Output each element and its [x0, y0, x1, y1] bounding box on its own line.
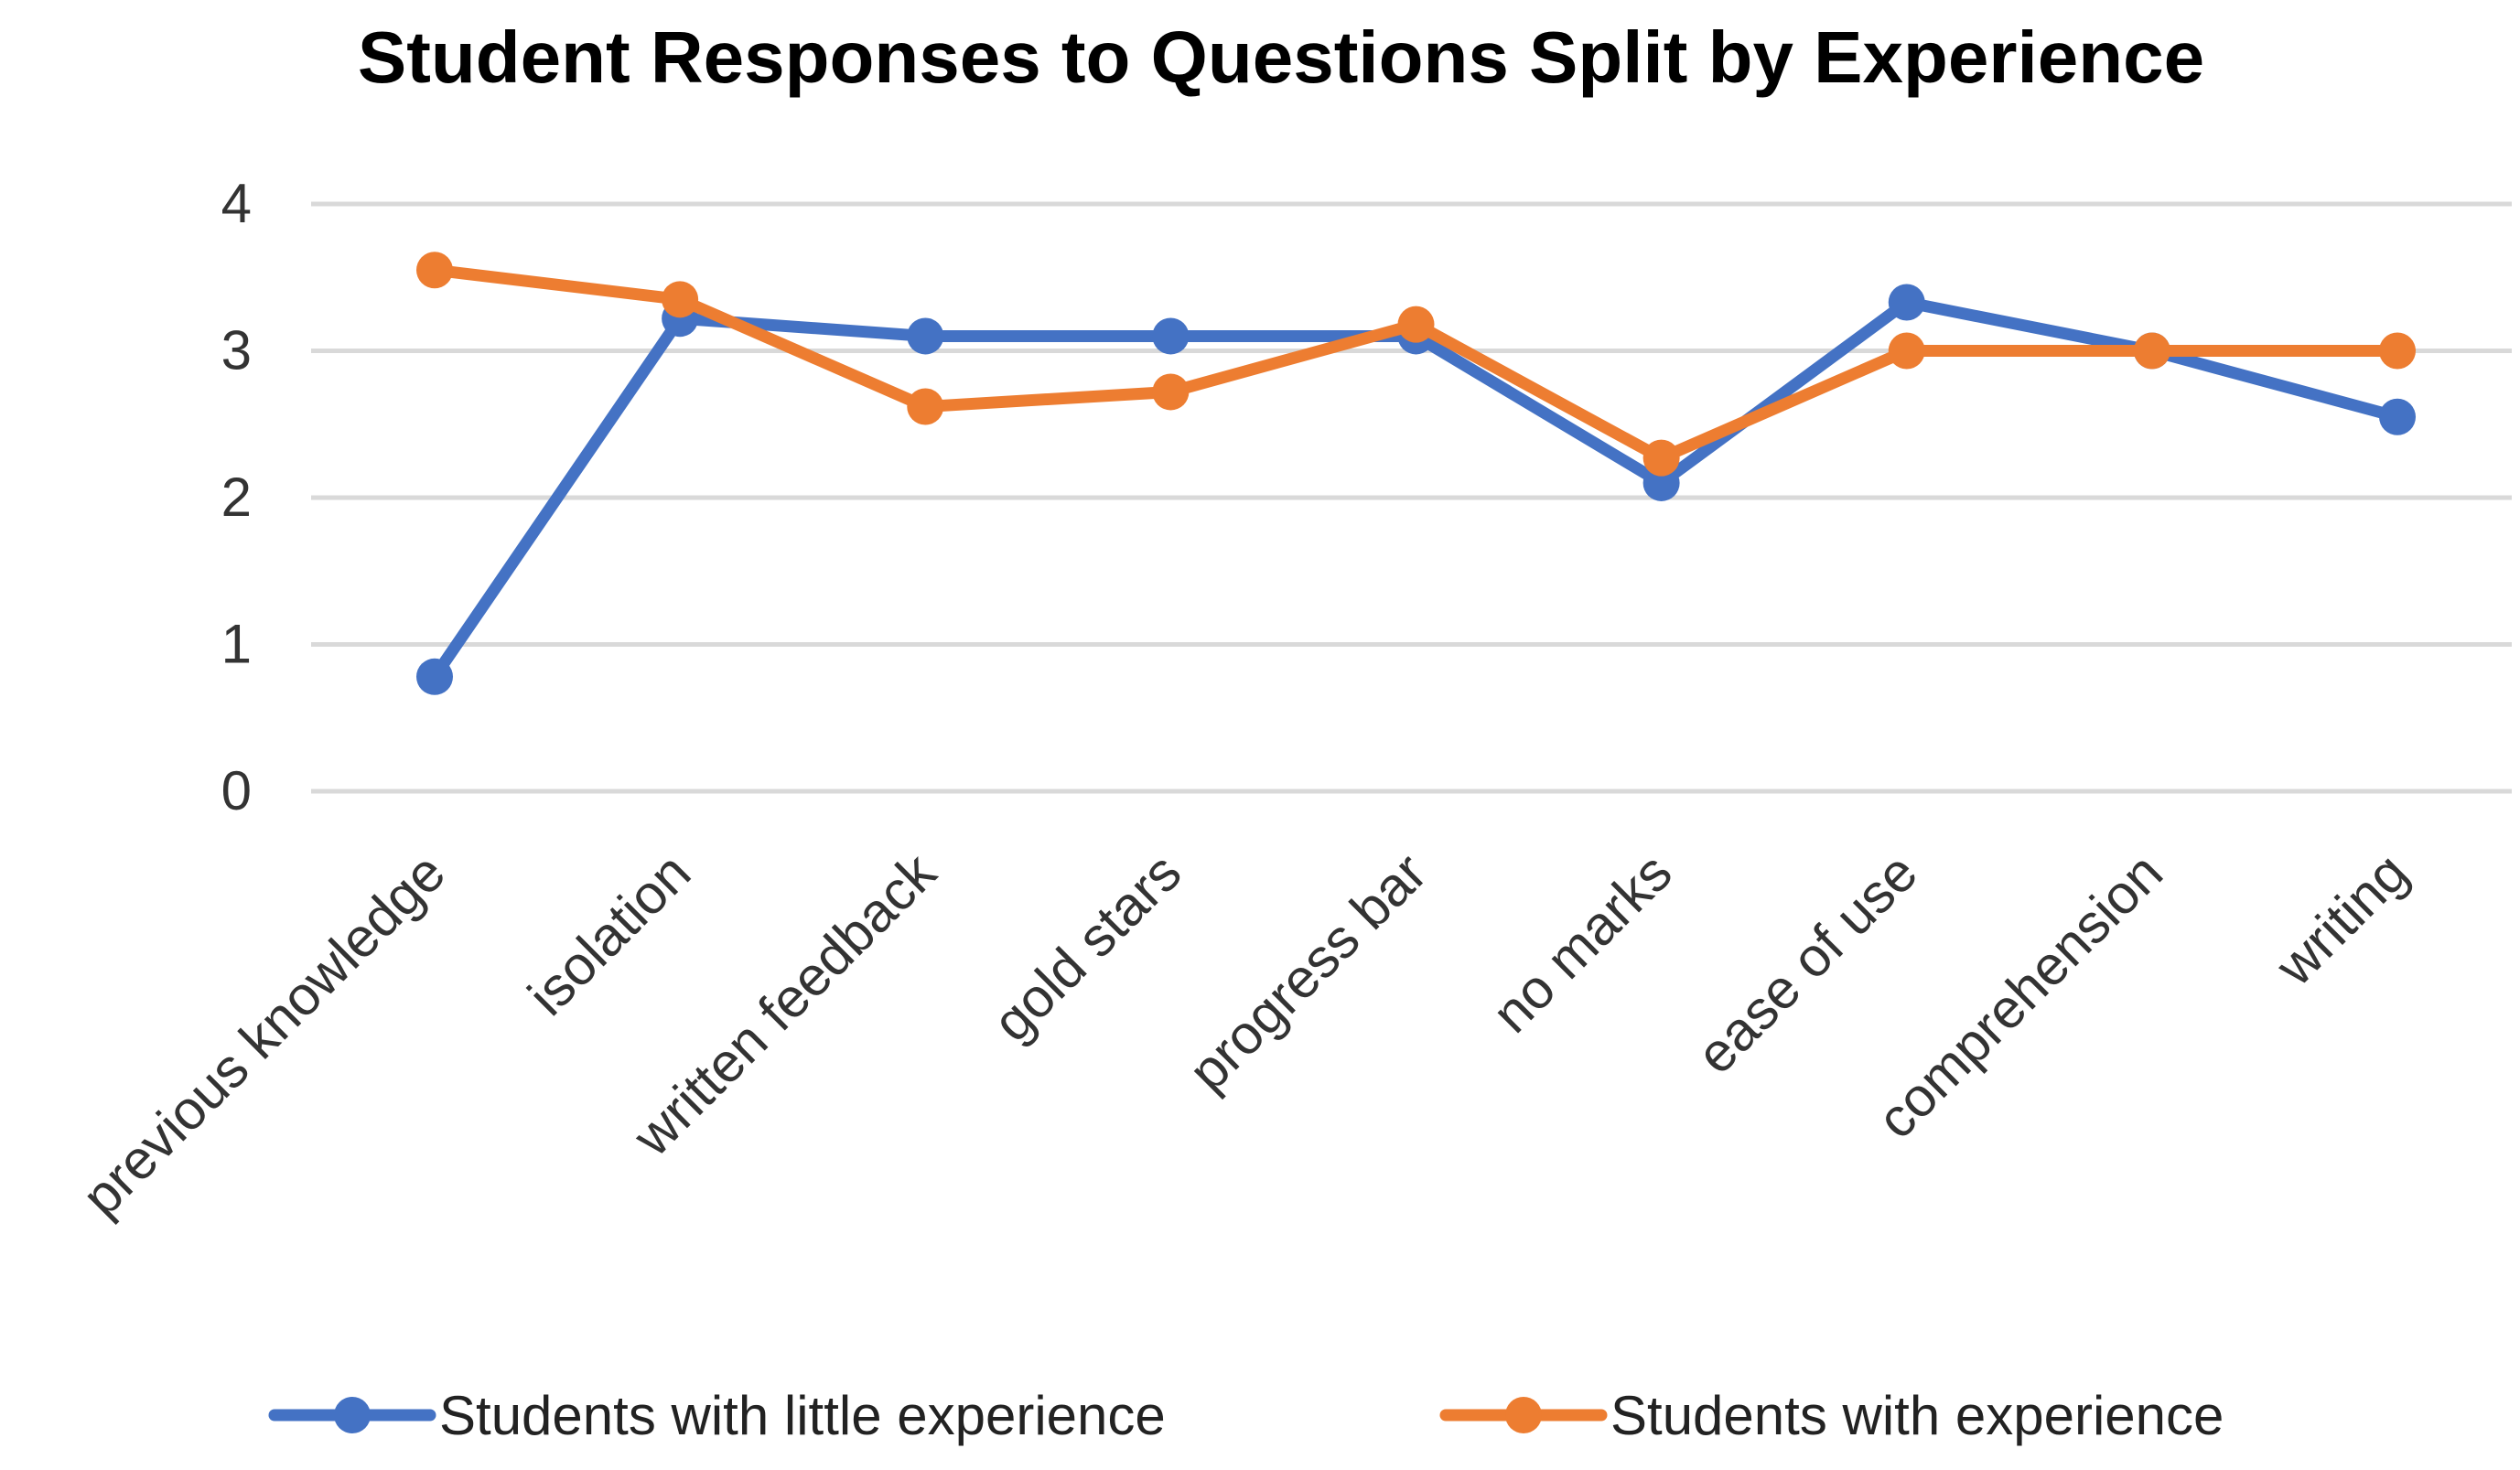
legend: Students with little experience Students …: [268, 1385, 2224, 1446]
data-point: [1642, 439, 1680, 477]
x-tick-label: writing: [2264, 842, 2420, 998]
data-point: [2379, 332, 2416, 370]
x-tick-label: previous knowledge: [70, 842, 457, 1228]
data-point: [1888, 284, 1925, 321]
data-point: [416, 658, 453, 695]
y-tick-label: 0: [221, 760, 252, 821]
y-tick-label: 2: [221, 467, 252, 528]
legend-label: Students with experience: [1610, 1385, 2224, 1446]
y-tick-label: 4: [221, 173, 252, 234]
x-tick-label: progress bar: [1177, 842, 1438, 1103]
data-point: [907, 388, 944, 425]
x-tick-label: no marks: [1481, 842, 1684, 1045]
series-2: [416, 252, 2416, 477]
y-tick-label: 1: [221, 614, 252, 675]
legend-swatch-marker: [334, 1397, 371, 1433]
data-point: [416, 252, 453, 289]
y-tick-label: 3: [221, 320, 252, 381]
data-point: [2133, 332, 2170, 370]
series-line: [428, 296, 2404, 683]
legend-swatch-marker: [1505, 1397, 1542, 1433]
series-line: [428, 263, 2404, 465]
legend-item-1: Students with little experience: [268, 1385, 1166, 1446]
legend-item-2: Students with experience: [1439, 1385, 2224, 1446]
series-group: [416, 252, 2416, 695]
data-point: [1397, 306, 1435, 343]
data-point: [1888, 332, 1925, 370]
data-point: [907, 317, 944, 355]
data-point: [1152, 317, 1190, 355]
x-tick-label: gold stars: [981, 842, 1192, 1053]
x-tick-label: isolation: [516, 842, 702, 1027]
data-point: [662, 281, 699, 318]
data-point: [1152, 373, 1190, 411]
y-axis-ticks: 0 1 2 3 4: [221, 173, 252, 821]
x-tick-label: ease of use: [1685, 842, 1929, 1086]
data-point: [2379, 398, 2416, 435]
chart-title: Student Responses to Questions Split by …: [358, 16, 2204, 98]
legend-label: Students with little experience: [439, 1385, 1166, 1446]
